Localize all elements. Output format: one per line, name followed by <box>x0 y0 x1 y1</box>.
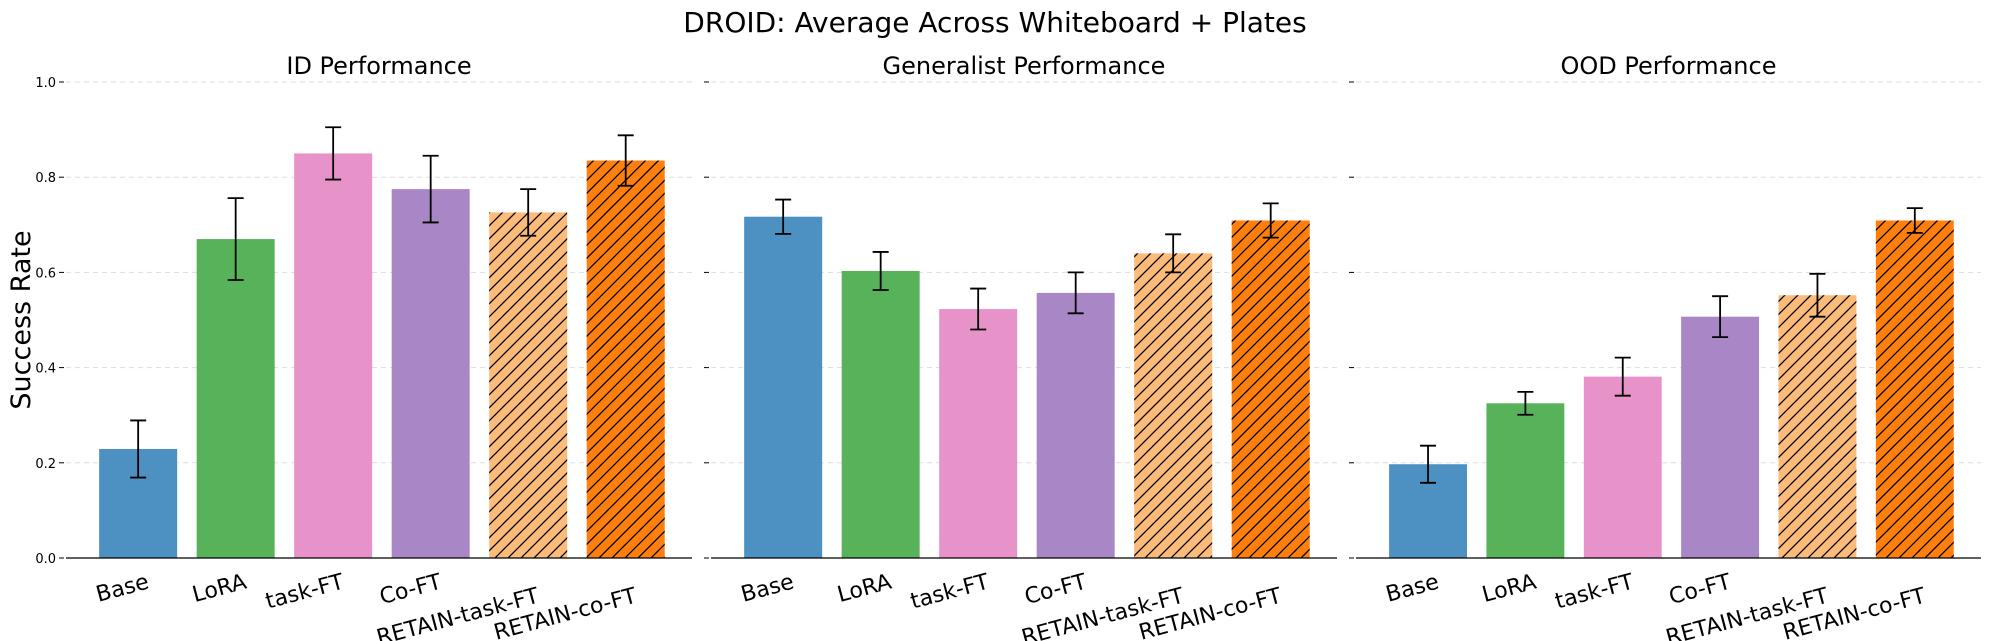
x-tick-label: Co-FT <box>377 570 445 611</box>
y-axis-label: Success Rate <box>6 230 37 409</box>
bar-hatch <box>1231 220 1310 559</box>
x-tick-label: LoRA <box>1480 570 1539 608</box>
chart-title: DROID: Average Across Whiteboard + Plate… <box>683 6 1306 39</box>
bar-hatch <box>1778 295 1857 558</box>
bar-Co-FT <box>1681 316 1760 558</box>
panel-1: Generalist Performance Base LoRA task-FT Co-… <box>704 52 1337 641</box>
x-tick-label: task-FT <box>263 570 347 615</box>
bar-Base <box>744 216 823 558</box>
panel-title: OOD Performance <box>1561 52 1777 80</box>
bar-hatch <box>586 160 665 559</box>
bar-hatch <box>1134 253 1213 559</box>
bar-task-FT <box>939 309 1018 558</box>
panel-title: Generalist Performance <box>883 52 1166 80</box>
y-tick-label: 1.0 <box>35 76 56 91</box>
panel-title: ID Performance <box>286 52 471 80</box>
bar-LoRA <box>841 270 920 558</box>
bar-LoRA <box>196 239 275 558</box>
y-tick-label: 0.0 <box>35 552 56 567</box>
bar-task-FT <box>1583 376 1662 558</box>
y-tick-label: 0.4 <box>35 362 56 377</box>
bar-hatch <box>1875 220 1954 559</box>
x-tick-label: LoRA <box>835 570 894 608</box>
bar-hatch <box>489 212 568 558</box>
x-tick-label: LoRA <box>190 570 249 608</box>
panel-0: ID Performance 0.0 0.2 0.4 0.6 0.8 1.0 Base LoRA… <box>35 52 692 641</box>
y-tick-label: 0.6 <box>35 266 56 281</box>
x-tick-label: Co-FT <box>1666 570 1734 611</box>
y-tick-label: 0.2 <box>35 457 56 472</box>
x-tick-label: Base <box>738 570 796 608</box>
y-tick-label: 0.8 <box>35 171 56 186</box>
x-tick-label: Base <box>93 570 151 608</box>
x-tick-label: Co-FT <box>1022 570 1090 611</box>
x-tick-label: task-FT <box>1553 570 1637 615</box>
x-tick-label: task-FT <box>908 570 992 615</box>
x-tick-label: Base <box>1383 570 1441 608</box>
bar-Co-FT <box>1036 292 1115 558</box>
bar-task-FT <box>294 153 373 558</box>
bar-Co-FT <box>391 189 470 558</box>
bar-LoRA <box>1486 403 1565 558</box>
